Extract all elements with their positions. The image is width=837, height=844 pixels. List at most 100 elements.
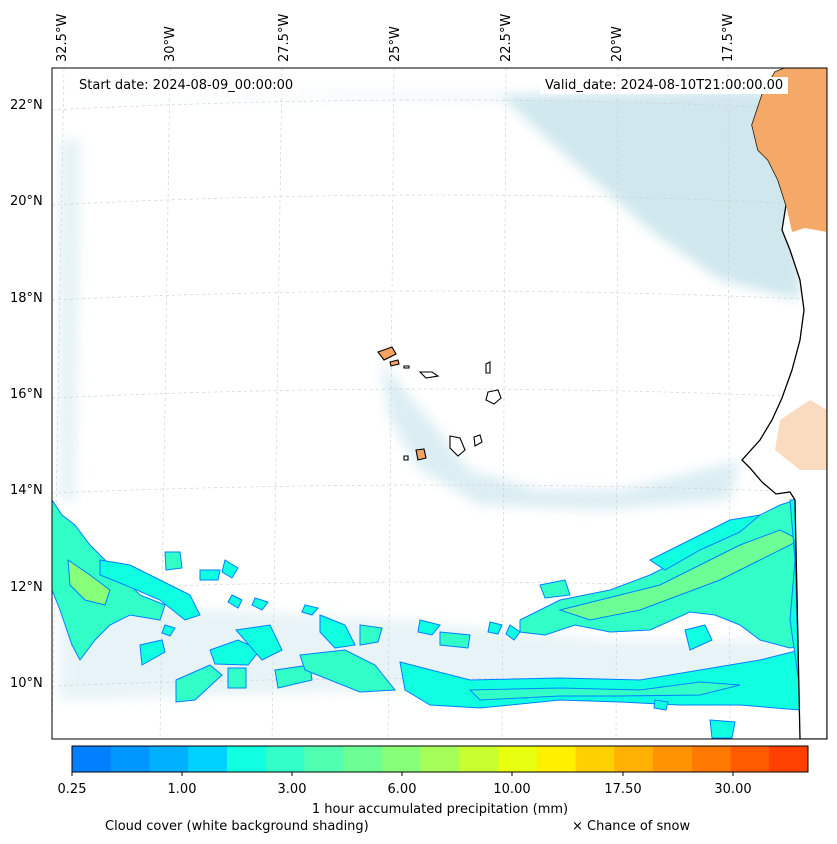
precip-cell-11 (319, 614, 356, 649)
parallel-20n (52, 194, 827, 206)
precip-cell-20 (227, 594, 243, 609)
precip-cell-13 (417, 619, 441, 636)
precip-cell-16 (505, 624, 521, 641)
colorbar-cell-2 (149, 746, 189, 772)
colorbar-cell-8 (381, 746, 422, 772)
lon-label-25w: 25°W (388, 26, 403, 62)
precip-cell-21 (251, 597, 269, 611)
lon-label-22-5w: 22.5°W (499, 13, 514, 62)
precip-cell-9 (274, 664, 313, 689)
precip-west-arm (99, 559, 201, 621)
precip-cell-17 (684, 624, 713, 651)
parallel-16n (52, 388, 827, 399)
map-frame (51, 67, 828, 740)
island-maio (473, 434, 483, 447)
sand-patch-south (775, 400, 827, 470)
lat-label-14n: 14°N (10, 483, 43, 498)
parallel-18n (52, 290, 827, 301)
lat-label-12n: 12°N (10, 580, 43, 595)
precip-cell-10 (299, 649, 396, 693)
meridian-22-5w (501, 68, 507, 739)
precip-southern-core (468, 681, 741, 701)
precip-cell-12 (359, 624, 383, 646)
precip-cell-23 (161, 624, 176, 637)
colorbar-tick-0-25: 0.25 (57, 782, 87, 797)
lon-label-17-5w: 17.5°W (721, 13, 736, 62)
cloud-band-mid (380, 360, 740, 510)
island-fogo (415, 448, 427, 461)
lat-label-10n: 10°N (10, 676, 43, 691)
precip-cell-4 (139, 639, 166, 666)
cloud-northeast (500, 90, 800, 300)
meridian-25w (387, 68, 395, 739)
lon-label-30w: 30°W (163, 26, 178, 62)
colorbar-tick-10-00: 10.00 (493, 782, 531, 797)
africa-land (741, 68, 827, 739)
precip-cell-24 (539, 579, 571, 599)
colorbar-tick-1-00: 1.00 (167, 782, 197, 797)
island-santo-antao (377, 346, 397, 361)
precip-cell-18 (709, 719, 736, 739)
colorbar-cell-17 (730, 746, 770, 772)
colorbar-cell-9 (420, 746, 460, 772)
lat-label-22n: 22°N (10, 98, 43, 113)
colorbar-ticks (71, 772, 734, 776)
precip-cell-22 (301, 604, 319, 616)
precip-cell-8 (235, 624, 283, 661)
colorbar (72, 746, 809, 772)
sahara-sand (752, 68, 827, 232)
precipitation-field (52, 489, 827, 739)
colorbar-frame (71, 745, 809, 773)
precip-west-core (67, 558, 111, 606)
lat-label-16n: 16°N (10, 387, 43, 402)
colorbar-tick-30-00: 30.00 (714, 782, 752, 797)
colorbar-cell-4 (226, 746, 267, 772)
precip-west-cluster (52, 499, 166, 661)
colorbar-tick-6-00: 6.00 (387, 782, 417, 797)
parallel-10n (52, 678, 827, 687)
cloud-cover-legend: Cloud cover (white background shading) (105, 819, 369, 834)
lon-label-20w: 20°W (610, 26, 625, 62)
precip-east-inner-2 (649, 514, 762, 571)
island-sal (485, 361, 491, 374)
island-sao-vicente (389, 359, 400, 367)
colorbar-cell-18 (769, 746, 809, 772)
cloud-cover-shading (60, 90, 800, 700)
parallel-14n (52, 484, 827, 494)
start-date-label: Start date: 2024-08-09_00:00:00 (74, 77, 299, 94)
parallel-22n (52, 99, 827, 111)
colorbar-cell-1 (110, 746, 150, 772)
lon-label-27-5w: 27.5°W (277, 13, 292, 62)
meridian-32-5w (52, 68, 65, 739)
island-brava (403, 455, 409, 461)
precip-cell-6 (209, 639, 261, 666)
west-africa (741, 68, 827, 739)
colorbar-cell-15 (653, 746, 693, 772)
precip-cell-3 (221, 559, 239, 579)
colorbar-cell-10 (459, 746, 499, 772)
colorbar-cell-5 (265, 746, 305, 772)
snow-legend: × Chance of snow (572, 819, 691, 834)
colorbar-cell-12 (536, 746, 577, 772)
precip-cell-1 (164, 551, 183, 571)
cloud-band-left (60, 140, 80, 500)
meridian-17-5w (727, 68, 731, 739)
precip-cell-7 (227, 667, 247, 689)
island-santiago (449, 435, 466, 457)
colorbar-cell-3 (188, 746, 228, 772)
colorbar-cell-0 (72, 746, 112, 772)
colorbar-cell-16 (691, 746, 732, 772)
colorbar-cell-14 (614, 746, 654, 772)
island-santa-luzia (403, 365, 410, 369)
precip-cell-14 (439, 631, 471, 649)
lon-label-32-5w: 32.5°W (55, 13, 70, 62)
colorbar-cell-6 (304, 746, 344, 772)
island-boa-vista (485, 389, 502, 405)
colorbar-cell-13 (575, 746, 615, 772)
cape-verde-islands (377, 346, 502, 461)
precip-cell-5 (175, 664, 223, 703)
island-sao-nicolau (418, 371, 440, 379)
lat-label-18n: 18°N (10, 291, 43, 306)
colorbar-tick-17-50: 17.50 (604, 782, 642, 797)
